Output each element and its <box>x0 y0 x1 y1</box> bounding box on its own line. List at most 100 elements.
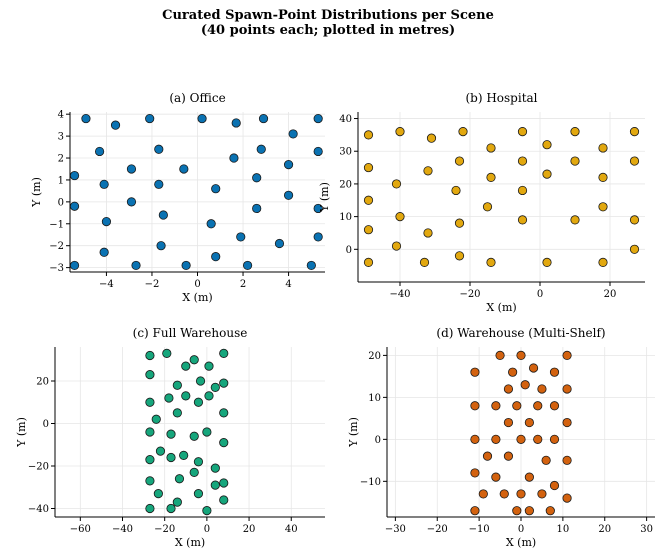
scatter-point <box>189 355 199 365</box>
scatter-point <box>145 427 155 437</box>
scatter-point <box>155 446 166 456</box>
scatter-point <box>542 140 552 150</box>
x-tick-label: −40 <box>389 289 410 300</box>
scatter-point <box>395 212 405 222</box>
panel-d: −30 −20 −10 0 10 20 30 −10 0 10 20 (d) Warehouse (M… <box>347 326 655 549</box>
x-axis-label: X (m) <box>506 536 536 549</box>
y-tick-label: −10 <box>360 477 381 488</box>
scatter-point <box>179 164 189 174</box>
x-tick-label: −10 <box>469 524 490 535</box>
scatter-point <box>197 113 207 124</box>
scatter-point <box>524 417 534 428</box>
y-tick-label: 10 <box>368 393 381 404</box>
scatter-point <box>179 450 189 460</box>
scatter-point <box>231 118 241 128</box>
x-tick-label: 10 <box>557 524 570 535</box>
y-tick-label: 0 <box>375 435 381 446</box>
y-axis-label: Y (m) <box>15 417 28 448</box>
scatter-point <box>181 260 191 271</box>
scatter-point <box>306 260 316 271</box>
scatter-point <box>219 438 229 448</box>
y-tick-label: 30 <box>339 147 352 158</box>
scatter-point <box>478 489 488 499</box>
y-tick-label: 2 <box>58 154 64 165</box>
scatter-point <box>162 348 172 358</box>
x-tick-label: 4 <box>285 279 291 290</box>
scatter-point <box>517 156 528 166</box>
figure-title-line2: (40 points each; plotted in metres) <box>201 23 455 38</box>
x-tick-label: −4 <box>99 279 114 290</box>
scatter-point <box>524 506 534 516</box>
scatter-point <box>363 195 374 205</box>
y-axis-label: Y (m) <box>347 417 360 448</box>
scatter-point <box>470 367 480 377</box>
scatter-point <box>189 467 199 477</box>
scatter-point <box>126 164 137 174</box>
scatter-point <box>211 184 221 194</box>
scatter-point <box>524 472 534 482</box>
scatter-point <box>598 172 608 182</box>
y-tick-label: 0 <box>346 245 352 256</box>
x-axis-label: X (m) <box>182 291 212 304</box>
scatter-point <box>549 434 560 444</box>
scatter-point <box>495 350 505 360</box>
scatter-point <box>516 350 526 360</box>
scatter-point <box>482 202 493 212</box>
scatter-point <box>363 225 374 235</box>
scatter-point <box>629 127 640 137</box>
scatter-point <box>236 232 246 242</box>
y-tick-label: −3 <box>49 263 64 274</box>
x-tick-label: −20 <box>459 289 480 300</box>
y-tick-label: 1 <box>58 175 64 186</box>
scatter-point <box>499 489 509 499</box>
y-axis-label: Y (m) <box>30 177 43 208</box>
scatter-point <box>517 185 528 196</box>
scatter-point <box>520 380 530 390</box>
scatter-point <box>94 146 105 157</box>
scatter-point <box>69 260 80 271</box>
scatter-point <box>172 497 182 507</box>
scatter-point <box>211 252 221 262</box>
scatter-point <box>503 384 514 394</box>
scatter-point <box>166 503 176 514</box>
x-tick-label: −30 <box>385 524 406 535</box>
scatter-point <box>570 156 580 166</box>
scatter-point <box>537 489 547 499</box>
scatter-point <box>517 127 528 137</box>
y-axis-label: Y (m) <box>318 182 331 213</box>
x-tick-label: −20 <box>154 524 175 535</box>
scatter-point <box>101 216 112 227</box>
panel-b: −40 −20 0 20 0 10 20 30 40 (b) Hospital X (m) Y (m) <box>318 91 645 314</box>
scatter-point <box>470 468 480 478</box>
scatter-point <box>423 228 433 238</box>
panel-title: (b) Hospital <box>465 91 537 105</box>
panel-title: (a) Office <box>169 91 225 105</box>
scatter-point <box>313 113 323 124</box>
scatter-point <box>219 378 229 388</box>
figure-title-line1: Curated Spawn-Point Distributions per Sc… <box>162 8 494 23</box>
x-tick-label: 20 <box>604 289 617 300</box>
scatter-point <box>491 434 501 444</box>
scatter-point <box>210 382 220 392</box>
x-tick-label: 0 <box>204 524 210 535</box>
x-tick-label: −2 <box>145 279 160 290</box>
scatter-point <box>562 455 572 465</box>
scatter-point <box>219 478 229 488</box>
panel-a: −4 −2 0 2 4 −3 −2 −1 0 1 2 3 4 (a) Office X (m) Y (m) <box>30 91 325 304</box>
panel-title: (c) Full Warehouse <box>133 326 248 340</box>
x-tick-label: 0 <box>537 289 543 300</box>
x-tick-label: −40 <box>112 524 133 535</box>
scatter-point <box>145 350 155 361</box>
x-tick-label: 40 <box>285 524 298 535</box>
scatter-point <box>570 127 580 137</box>
x-tick-label: −20 <box>427 524 448 535</box>
scatter-point <box>486 172 496 182</box>
scatter-point <box>549 367 560 377</box>
scatter-point <box>549 401 560 411</box>
scatter-point <box>69 170 80 181</box>
scatter-point <box>541 455 551 465</box>
panel-c: −60 −40 −20 0 20 40 −40 −20 0 20 (c) Full Warehous… <box>15 326 325 549</box>
x-tick-label: 0 <box>518 524 524 535</box>
